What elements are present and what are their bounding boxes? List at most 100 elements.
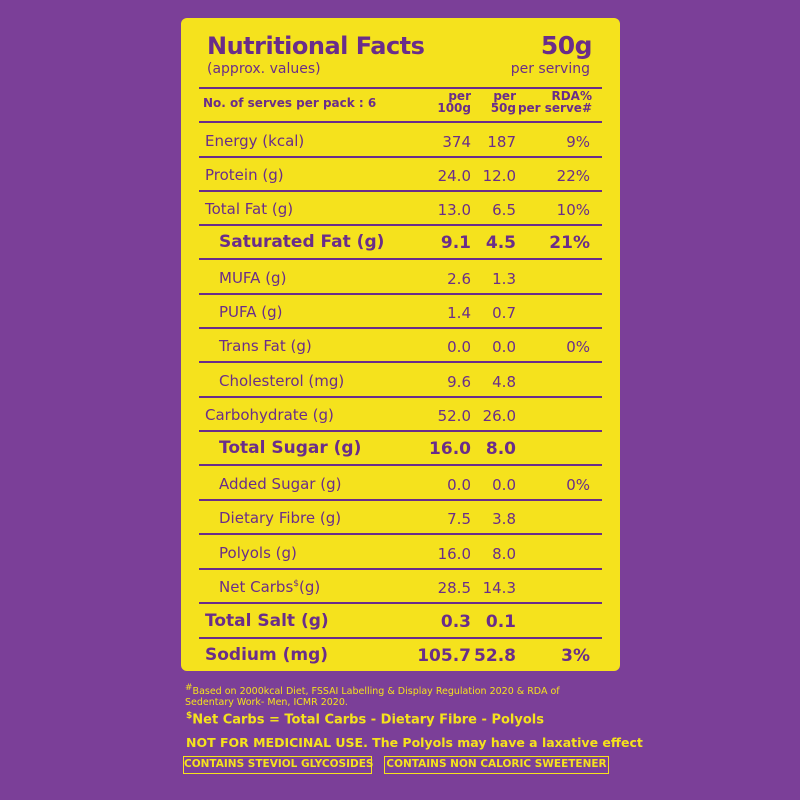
net-carbs-note: $Net Carbs = Total Carbs - Dietary Fibre…	[186, 711, 544, 727]
nutrient-name: Total Fat (g)	[205, 200, 293, 218]
nutrient-name: Cholesterol (mg)	[219, 372, 344, 390]
nutrient-name-unit: (g)	[299, 578, 321, 596]
value-per-50g: 6.5	[492, 201, 516, 219]
value-rda: 3%	[561, 646, 590, 666]
nutrient-row: Total Salt (g) 0.3 0.1	[181, 604, 620, 639]
nutrient-row: Cholesterol (mg) 9.6 4.8	[181, 363, 620, 398]
value-per-100g: 0.0	[447, 476, 471, 494]
value-per-50g: 14.3	[482, 579, 516, 597]
nutrient-name: Total Sugar (g)	[219, 438, 361, 458]
value-per-50g: 8.0	[485, 439, 516, 459]
value-per-100g: 24.0	[437, 167, 471, 185]
row-divider	[199, 430, 602, 432]
nutrient-name-text: Dietary Fibre (g)	[219, 509, 342, 527]
nutrient-name-text: Total Fat (g)	[205, 200, 294, 218]
nutrient-name-text: Protein (g)	[205, 166, 284, 184]
column-header-rda: RDA% per serve#	[518, 90, 592, 114]
value-per-50g: 12.0	[482, 167, 516, 185]
value-per-50g: 4.8	[492, 373, 516, 391]
net-carbs-text: Net Carbs = Total Carbs - Dietary Fibre …	[192, 712, 544, 728]
row-divider	[199, 464, 602, 466]
serving-label: per serving	[510, 61, 590, 77]
value-per-50g: 8.0	[492, 545, 516, 563]
row-divider	[199, 568, 602, 570]
nutrient-row: Protein (g) 24.0 12.0 22%	[181, 157, 620, 192]
sweetener-badge: CONTAINS NON CALORIC SWEETENER	[384, 756, 609, 774]
value-per-100g: 0.3	[440, 612, 471, 632]
nutrient-name-text: Total Sugar (g)	[219, 438, 362, 458]
panel-title: Nutritional Facts	[207, 32, 425, 60]
value-per-50g: 52.8	[474, 646, 516, 666]
nutrient-row: Added Sugar (g) 0.0 0.0 0%	[181, 466, 620, 501]
value-per-50g: 3.8	[492, 510, 516, 528]
value-rda: 22%	[556, 167, 590, 185]
rda-footnote: #Based on 2000kcal Diet, FSSAI Labelling…	[185, 683, 605, 708]
value-per-100g: 374	[442, 133, 471, 151]
nutrient-row: Saturated Fat (g) 9.1 4.5 21%	[181, 225, 620, 260]
value-per-100g: 105.7	[417, 646, 471, 666]
value-rda: 9%	[566, 133, 590, 151]
nutrient-row: Net Carbs$(g) 28.5 14.3	[181, 569, 620, 604]
row-divider	[199, 224, 602, 226]
row-divider	[199, 533, 602, 535]
nutrient-name-mark: $	[293, 579, 300, 589]
nutrient-name-text: Added Sugar (g)	[219, 475, 342, 493]
medicinal-warning: NOT FOR MEDICINAL USE. The Polyols may h…	[186, 735, 643, 750]
nutrient-name-text: Cholesterol (mg)	[219, 372, 345, 390]
nutrient-row: PUFA (g) 1.4 0.7	[181, 294, 620, 329]
steviol-badge: CONTAINS STEVIOL GLYCOSIDES	[183, 756, 373, 774]
nutrient-name: MUFA (g)	[219, 269, 286, 287]
nutrient-name: Carbohydrate (g)	[205, 406, 334, 424]
nutrient-row: Polyols (g) 16.0 8.0	[181, 535, 620, 570]
nutrient-row: MUFA (g) 2.6 1.3	[181, 260, 620, 295]
value-per-100g: 28.5	[437, 579, 471, 597]
panel-subtitle: (approx. values)	[207, 61, 321, 77]
row-divider	[199, 602, 602, 604]
nutrient-name-text: Polyols (g)	[219, 544, 297, 562]
column-header-line: RDA%	[551, 89, 592, 103]
footnote-mark: $	[186, 711, 193, 721]
row-divider	[199, 396, 602, 398]
footnote-mark: #	[185, 683, 193, 693]
nutrient-name-text: Total Salt (g)	[205, 611, 329, 631]
nutrient-name: Trans Fat (g)	[219, 337, 312, 355]
value-per-50g: 26.0	[482, 407, 516, 425]
row-divider	[199, 327, 602, 329]
value-per-50g: 187	[487, 133, 516, 151]
nutrient-row: Total Fat (g) 13.0 6.5 10%	[181, 191, 620, 226]
row-divider	[199, 190, 602, 192]
column-header-line: per	[493, 89, 516, 103]
value-per-100g: 16.0	[429, 439, 471, 459]
nutrient-name: Added Sugar (g)	[219, 475, 341, 493]
nutrition-facts-panel: Nutritional Facts (approx. values) 50g p…	[181, 18, 620, 671]
value-rda: 10%	[556, 201, 590, 219]
row-divider	[199, 293, 602, 295]
serves-per-pack-label: No. of serves per pack : 6	[203, 96, 377, 110]
value-per-50g: 0.0	[492, 338, 516, 356]
nutrient-name: Sodium (mg)	[205, 645, 328, 665]
nutrient-name: Energy (kcal)	[205, 132, 304, 150]
nutrient-name: PUFA (g)	[219, 303, 283, 321]
value-per-50g: 1.3	[492, 270, 516, 288]
nutrient-row: Dietary Fibre (g) 7.5 3.8	[181, 500, 620, 535]
nutrient-name-text: Trans Fat (g)	[219, 337, 312, 355]
column-header-per-50g: per 50g	[491, 90, 516, 114]
row-divider	[199, 499, 602, 501]
column-header-line: 100g	[437, 101, 471, 115]
value-per-100g: 7.5	[447, 510, 471, 528]
nutrient-name: Total Salt (g)	[205, 611, 329, 631]
nutrient-name: Protein (g)	[205, 166, 284, 184]
nutrient-name: Saturated Fat (g)	[219, 232, 384, 252]
serving-size: 50g	[540, 31, 593, 60]
column-header-line: 50g	[490, 101, 516, 115]
nutrient-row: Trans Fat (g) 0.0 0.0 0%	[181, 328, 620, 363]
header-divider	[199, 87, 602, 89]
value-per-100g: 13.0	[437, 201, 471, 219]
footnote-text: Based on 2000kcal Diet, FSSAI Labelling …	[185, 686, 560, 709]
nutrient-name-text: Carbohydrate (g)	[205, 406, 334, 424]
value-per-100g: 0.0	[447, 338, 471, 356]
nutrient-row: Total Sugar (g) 16.0 8.0	[181, 431, 620, 466]
nutrient-row: Carbohydrate (g) 52.0 26.0	[181, 397, 620, 432]
nutrient-name: Polyols (g)	[219, 544, 297, 562]
value-rda: 0%	[566, 476, 590, 494]
